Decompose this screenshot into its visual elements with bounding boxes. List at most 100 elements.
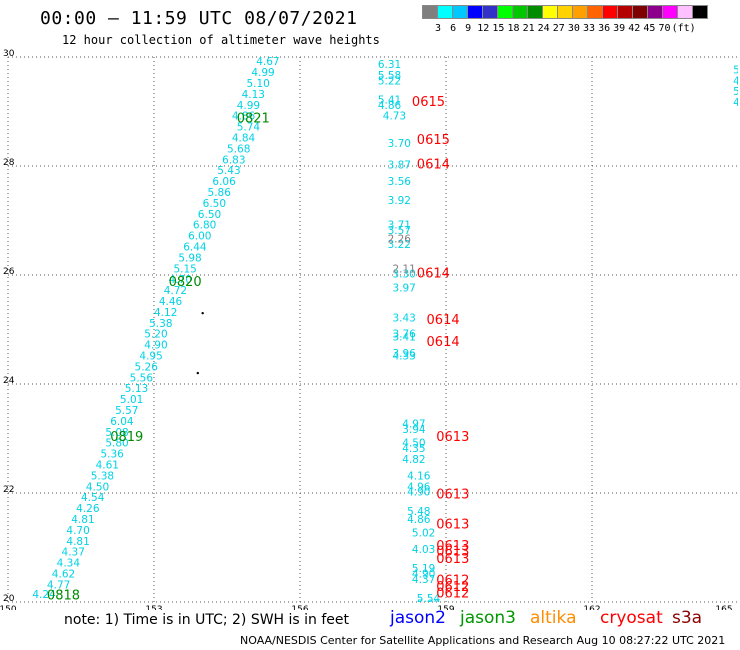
pass-time-label: 0615	[412, 95, 445, 110]
legend-label: 27	[552, 23, 565, 34]
y-tick-label: 20	[3, 594, 15, 604]
swh-value-label: 3.92	[388, 195, 411, 207]
swh-value-label: 3.22	[388, 239, 411, 251]
swh-value-label: 4.70	[66, 525, 89, 537]
swh-value-label: 3.41	[392, 331, 415, 343]
swh-value-label: 6.50	[198, 209, 221, 221]
swh-value-label: 3.30	[392, 269, 415, 281]
swh-value-label: 4.13	[242, 89, 265, 101]
swh-value-label: 3.96	[392, 348, 416, 360]
color-legend: 3 6 9 12 15 18 21 24 27 30 33 36 39 42 45 70 (ft)	[422, 5, 708, 37]
legend-label: 6	[450, 23, 457, 34]
swh-value-label: 4.86	[232, 111, 256, 123]
legend-label: (ft)	[671, 23, 696, 34]
pass-time-label: 0613	[436, 545, 469, 560]
page-title: 00:00 – 11:59 UTC 08/07/2021	[40, 8, 358, 29]
swh-value-label: 4.86	[378, 100, 402, 112]
swh-value-label: 4.54	[81, 492, 105, 504]
swh-value-label: 5.41	[378, 94, 401, 106]
satellite-legend-cryosat: cryosat	[600, 608, 663, 628]
swh-value-label: 5.15	[173, 263, 196, 275]
legend-label: 18	[507, 23, 520, 34]
swh-value-label: 5.68	[227, 143, 250, 155]
footer-note: note: 1) Time is in UTC; 2) SWH is in fe…	[64, 612, 350, 628]
plot-marks: 4.244.774.624.344.374.814.704.814.264.54…	[32, 45, 740, 610]
swh-value-label: 5.27	[261, 45, 284, 57]
swh-value-label: 5.08	[105, 427, 128, 439]
x-tick-label: 156	[291, 605, 308, 610]
legend-label: 39	[613, 23, 626, 34]
swh-value-label: 4.37	[62, 547, 85, 559]
legend-label: 21	[522, 23, 535, 34]
pass-time-label: 0820	[169, 275, 202, 290]
pass-time-label: 0613	[436, 430, 469, 445]
swh-value-label: 4.4	[733, 75, 740, 87]
swh-value-label: 5.08	[417, 598, 440, 610]
x-tick-label: 150	[0, 605, 17, 610]
swh-value-label: 6.00	[188, 231, 211, 243]
observation-dot	[196, 371, 199, 375]
swh-value-label: 3.71	[388, 220, 411, 232]
legend-label: 33	[582, 23, 596, 34]
swh-value-label: 4.61	[96, 459, 119, 471]
pass-time-label: 0612	[436, 580, 469, 595]
pass-time-label: 0614	[427, 313, 460, 328]
swh-value-label: 4.37	[412, 574, 435, 586]
swh-value-label: 4.81	[71, 514, 94, 526]
pass-time-label: 0613	[436, 487, 469, 502]
swh-value-label: 4.34	[57, 558, 81, 570]
legend-labels: 3 6 9 12 15 18 21 24 27 30 33 36 39 42 45 70 (ft)	[422, 23, 707, 37]
swh-value-label: 4.97	[402, 419, 425, 431]
swh-value-label: 4.81	[66, 536, 89, 548]
pass-time-label: 0614	[417, 267, 450, 282]
pass-time-label: 0819	[110, 430, 143, 445]
swh-value-label: 5.22	[378, 75, 401, 87]
x-tick-label: 165	[715, 605, 732, 610]
legend-label: 12	[477, 23, 490, 34]
swh-value-label: 5.58	[378, 70, 401, 82]
swh-value-label: 5.38	[91, 470, 114, 482]
swh-value-label: 4.72	[164, 285, 187, 297]
swh-value-label-low: 2.26	[388, 233, 412, 245]
x-tick-label: 153	[145, 605, 162, 610]
swh-value-label: 5.98	[178, 252, 201, 264]
swh-value-label: 6.31	[378, 59, 401, 71]
swh-value-label: 4.46	[159, 296, 183, 308]
swh-value-label: 5.20	[144, 329, 167, 341]
swh-value-label: 5.74	[237, 122, 261, 134]
swh-value-label: 5.43	[217, 165, 240, 177]
pass-time-label: 0613	[436, 539, 469, 554]
legend-label: 45	[643, 23, 656, 34]
legend-swatch	[692, 5, 708, 19]
swh-value-label: 4.50	[402, 438, 425, 450]
swh-value-label: 4.67	[256, 56, 279, 68]
pass-time-label: 0612	[436, 574, 469, 589]
swh-value-label: 5.19	[412, 563, 435, 575]
pass-time-label: 0613	[436, 552, 469, 567]
swh-value-label: 5.01	[120, 394, 143, 406]
pass-time-label: 0615	[417, 133, 450, 148]
y-tick-label: 30	[3, 49, 15, 59]
swh-value-label: 5.80	[105, 438, 128, 450]
pass-time-label: 0614	[427, 335, 460, 350]
swh-value-label: 5.7	[733, 64, 740, 76]
swh-value-label: 6.04	[110, 416, 134, 428]
legend-label: 24	[537, 23, 550, 34]
wave-height-map: 150 153 156 159 162 1652022242628304.244.774.…	[0, 45, 740, 610]
y-tick-label: 26	[3, 267, 15, 277]
swh-value-label: 5.48	[407, 506, 430, 518]
swh-value-label: 6.06	[212, 176, 236, 188]
swh-value-label: 4.62	[52, 568, 75, 580]
swh-value-label: 3.87	[388, 160, 411, 172]
swh-value-label: 4.99	[251, 67, 274, 79]
x-tick-label: 162	[583, 605, 600, 610]
swh-value-label: 4.35	[402, 443, 425, 455]
swh-value-label: 4.84	[232, 132, 256, 144]
swh-value-label: 4.33	[392, 350, 415, 362]
swh-value-label: 5.0	[733, 86, 740, 98]
swh-value-label: 3.97	[392, 282, 415, 294]
swh-value-label: 5.02	[412, 528, 435, 540]
swh-value-label: 4.50	[86, 481, 109, 493]
swh-value-label: 4.77	[47, 579, 70, 591]
swh-value-label: 3.56	[388, 176, 412, 188]
